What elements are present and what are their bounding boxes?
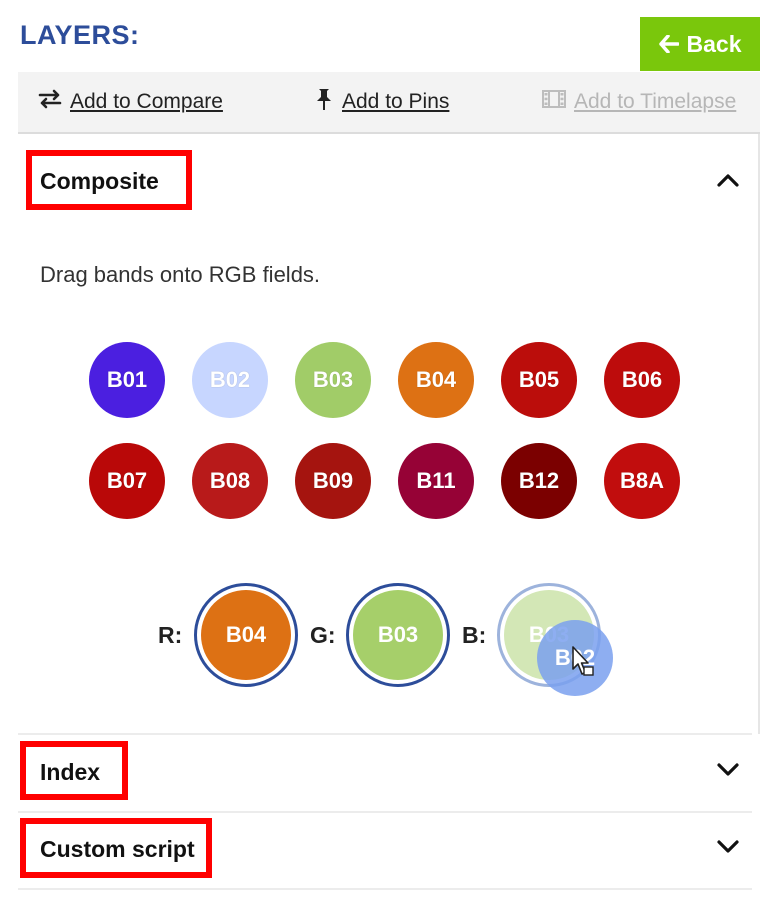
red-channel-value: B04 (225, 622, 267, 647)
back-label: Back (686, 30, 742, 57)
chevron-down-icon[interactable] (716, 762, 740, 783)
band-chip[interactable]: B06 (604, 342, 680, 418)
band-label: B11 (416, 468, 456, 493)
band-chip[interactable]: B09 (295, 443, 371, 519)
green-channel-value: B03 (377, 622, 419, 647)
composite-section-header[interactable]: Composite (18, 150, 758, 214)
add-to-compare-button[interactable]: Add to Compare (38, 72, 223, 132)
blue-channel-label: B: (462, 622, 487, 648)
band-label: B09 (312, 468, 354, 493)
custom-script-section-header[interactable]: Custom script (18, 818, 758, 880)
highlight-box (20, 818, 212, 878)
panel-border (758, 134, 760, 734)
green-channel-slot[interactable]: B03 (346, 583, 450, 687)
band-chip[interactable]: B11 (398, 443, 474, 519)
composite-title: Composite (40, 168, 159, 194)
add-to-timelapse-button[interactable]: Add to Timelapse (542, 72, 736, 132)
band-chip[interactable]: B08 (192, 443, 268, 519)
add-to-timelapse-label: Add to Timelapse (574, 90, 737, 113)
section-divider (18, 888, 752, 890)
band-chip[interactable]: B8A (604, 443, 680, 519)
index-section-header[interactable]: Index (18, 742, 758, 802)
layers-title: LAYERS: (20, 20, 140, 50)
band-label: B06 (621, 367, 663, 392)
arrow-left-icon (658, 35, 679, 53)
band-chip[interactable]: B04 (398, 342, 474, 418)
film-icon (542, 90, 566, 114)
section-divider (18, 811, 752, 813)
back-button[interactable]: Back (640, 17, 760, 71)
band-label: B08 (209, 468, 251, 493)
chevron-up-icon[interactable] (716, 172, 740, 193)
layer-toolbar: Add to Compare Add to Pins Add to Timela… (18, 72, 760, 134)
red-channel-band[interactable]: B04 (201, 590, 291, 680)
green-channel-band[interactable]: B03 (353, 590, 443, 680)
highlight-box (20, 741, 128, 800)
band-chip[interactable]: B03 (295, 342, 371, 418)
band-label: B02 (209, 367, 251, 392)
swap-arrows-icon (38, 89, 62, 115)
pin-icon (314, 87, 334, 117)
red-channel-slot[interactable]: B04 (194, 583, 298, 687)
band-label: B05 (518, 367, 560, 392)
band-chip[interactable]: B01 (89, 342, 165, 418)
band-chip[interactable]: B12 (501, 443, 577, 519)
band-label: B04 (415, 367, 457, 392)
band-label: B03 (312, 367, 354, 392)
add-to-pins-button[interactable]: Add to Pins (314, 72, 449, 132)
section-divider (18, 733, 752, 735)
band-chip[interactable]: B02 (192, 342, 268, 418)
band-chip[interactable]: B07 (89, 443, 165, 519)
band-label: B07 (106, 468, 148, 493)
add-to-pins-label: Add to Pins (342, 90, 450, 113)
band-label: B01 (106, 367, 148, 392)
custom-script-title: Custom script (40, 836, 195, 862)
band-chip[interactable]: B05 (501, 342, 577, 418)
red-channel-label: R: (158, 622, 183, 648)
highlight-box (26, 150, 192, 210)
composite-instruction: Drag bands onto RGB fields. (40, 262, 321, 287)
band-label: B12 (518, 468, 560, 493)
green-channel-label: G: (310, 622, 336, 648)
grab-cursor-icon (570, 645, 596, 684)
add-to-compare-label: Add to Compare (70, 90, 223, 113)
index-title: Index (40, 759, 101, 785)
band-label: B8A (619, 468, 664, 493)
chevron-down-icon[interactable] (716, 839, 740, 860)
